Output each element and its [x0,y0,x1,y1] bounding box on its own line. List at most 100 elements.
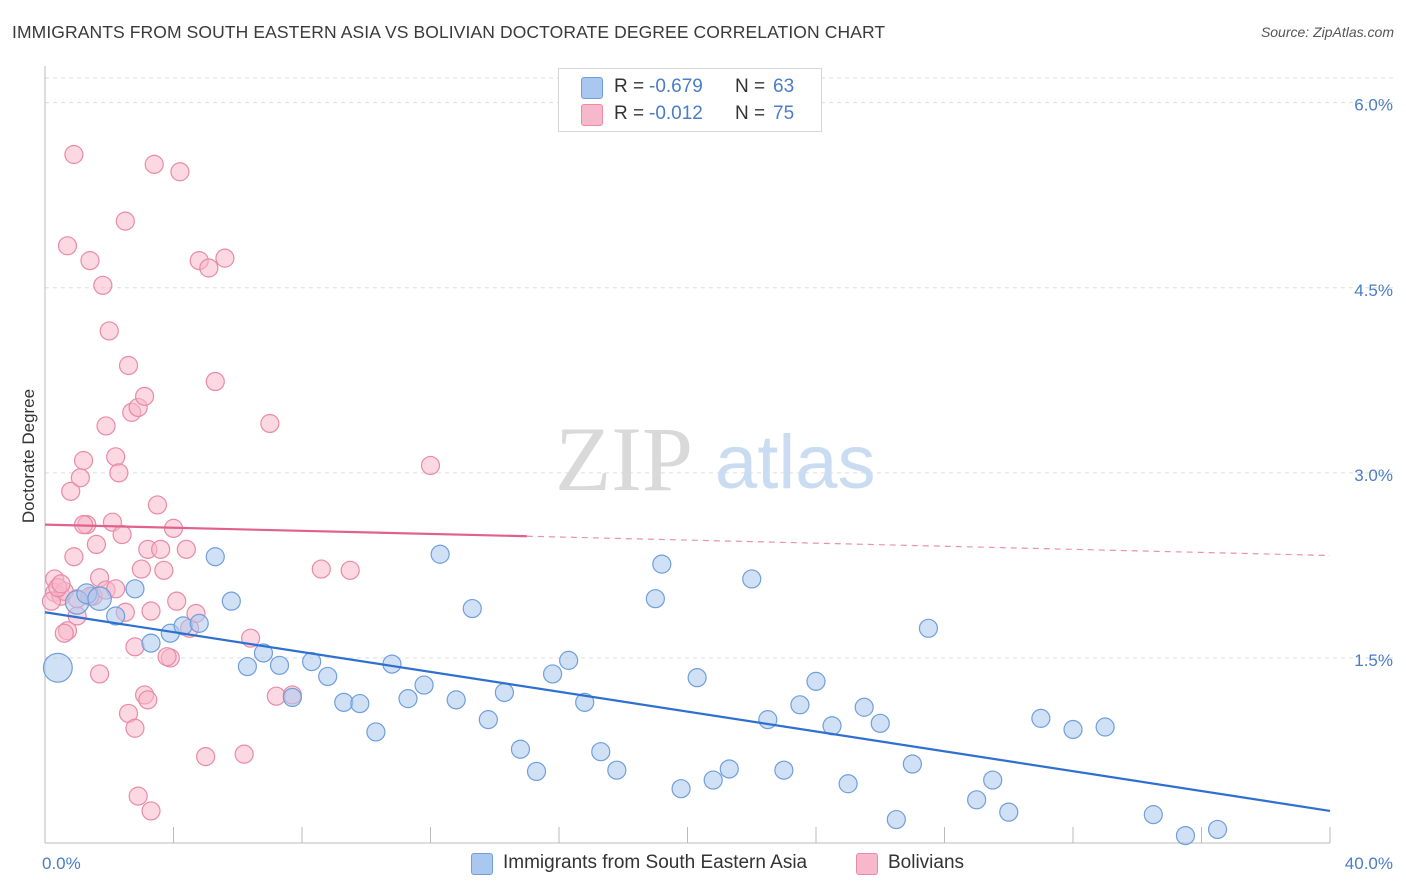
sea-point [886,809,906,830]
bolivians-point [157,647,177,667]
bolivians-point [106,447,126,467]
sea-point [1175,825,1196,846]
bolivians-point [176,539,196,559]
sea-point [446,690,466,710]
bolivians-point [73,450,94,471]
sea-point [42,652,73,683]
sea-point [652,554,672,574]
bolivians-point [90,664,110,684]
bolivians-point [138,690,158,710]
bolivians-point [61,481,81,501]
sea-point [645,589,665,609]
bolivians-point [57,236,78,256]
bolivians-point [125,718,145,738]
bolivians-points [41,144,441,821]
sea-point [350,693,370,714]
bolivians-point [266,686,286,706]
bottom-legend-swatch-sea [471,853,493,875]
sea-point [334,692,354,712]
y-axis-label: Doctorate Degree [19,389,38,523]
sea-point [1063,719,1083,740]
legend-r-label: R = [614,76,645,97]
bolivians-point [167,591,187,611]
sea-point [366,722,386,742]
sea-point [318,666,338,687]
legend: R = -0.679 N = 63 R = -0.012 N = 75 [558,68,822,132]
sea-point [282,687,302,708]
bolivians-point [141,801,161,821]
sea-points [42,544,1228,846]
watermark-zip: ZIP [555,408,693,510]
sea-point [1207,819,1228,840]
sea-point [205,547,225,567]
sea-point [478,710,498,730]
bolivians-point [215,248,235,268]
bolivians-point [141,601,161,621]
bolivians-point [80,251,100,271]
bottom-legend-swatch-bolivians [856,853,878,875]
bolivians-point [64,144,84,165]
sea-point [494,682,514,703]
sea-point [918,618,939,638]
sea-point [719,759,739,779]
sea-point [269,655,290,675]
bolivians-point [154,560,174,580]
sea-point [106,606,126,626]
sea-point [870,713,890,733]
sea-point [854,697,874,717]
sea-point [790,695,810,715]
sea-point [542,664,563,684]
sea-point [141,633,161,653]
sea-point [221,591,241,611]
bolivians-point [51,574,71,594]
x-tick-label-min: 0.0% [42,854,81,873]
bolivians-point [234,744,254,764]
x-tick-label-max: 40.0% [1345,854,1393,873]
bolivians-point [86,534,107,555]
sea-point [398,689,418,709]
sea-point [983,770,1003,790]
sea-point [687,668,707,688]
bolivians-point [64,547,84,567]
sea-point [703,770,723,790]
legend-r-value: -0.012 [649,103,703,124]
bolivians-point [115,211,135,231]
sea-point [1143,805,1163,825]
sea-trend-line-solid [44,611,1331,813]
y-tick-label: 4.5% [1354,281,1393,300]
bolivians-point [134,386,155,406]
bolivians-point [151,539,171,559]
source-credit: Source: ZipAtlas.com [1260,24,1394,40]
bolivians-point [70,468,90,488]
bolivians-point [109,463,129,483]
sea-point [575,692,595,712]
legend-n-value: 75 [773,103,795,124]
bolivians-point [170,162,190,182]
legend-n-value: 63 [773,76,795,97]
sea-point [671,779,691,799]
gridlines [45,77,1395,659]
tick-labels: 1.5% 3.0% 4.5% 6.0% 0.0% 40.0% [42,96,1393,873]
bolivians-point [125,637,145,657]
sea-point [125,579,145,599]
sea-point [510,739,531,759]
legend-swatch-sea [581,77,603,99]
bottom-legend-label-bolivians: Bolivians [888,852,965,873]
bolivians-point [340,560,360,580]
sea-point [559,650,579,670]
sea-point [902,754,922,774]
bolivians-point [311,559,331,579]
y-tick-label: 6.0% [1354,96,1393,115]
sea-point [774,760,794,780]
legend-n-label: N = [735,103,766,124]
sea-point [999,802,1019,822]
legend-swatch-bolivians [581,104,603,126]
sea-point [189,613,209,633]
bolivians-trend-line-dashed [526,535,1331,557]
watermark-atlas: atlas [715,420,876,505]
legend-r-label: R = [614,103,645,124]
bolivians-point [96,416,116,436]
y-tick-label: 3.0% [1354,466,1393,485]
sea-point [87,586,112,611]
bottom-legend-label-sea: Immigrants from South Eastern Asia [503,852,808,873]
